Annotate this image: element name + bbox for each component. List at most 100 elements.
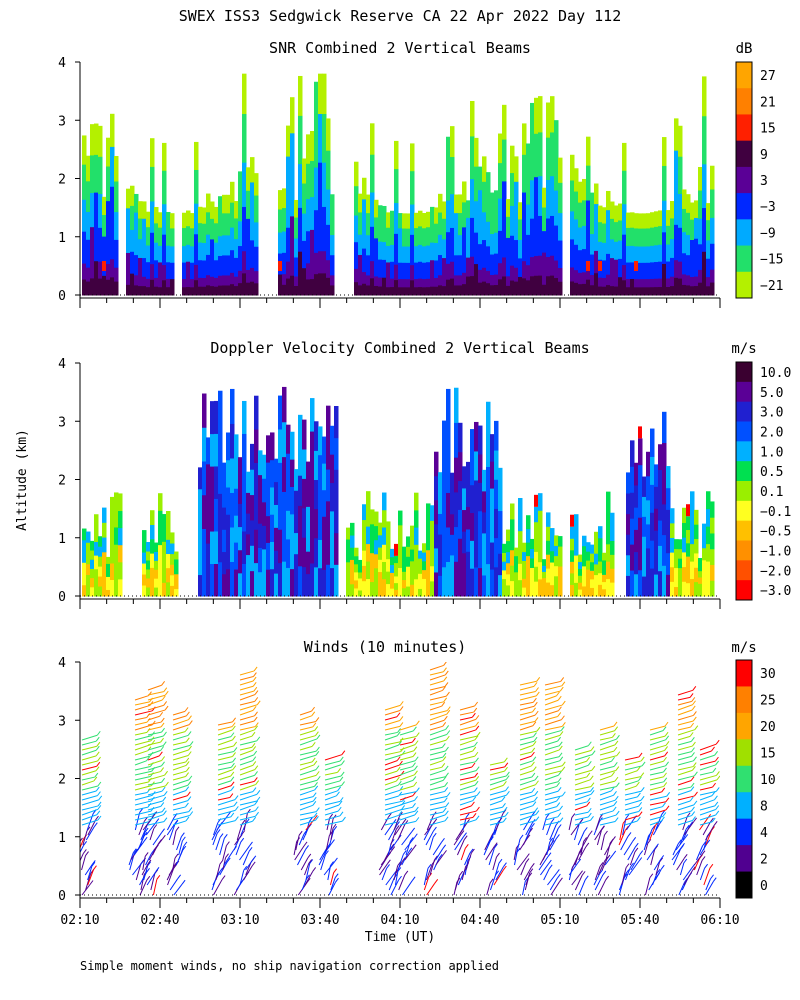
- snr-cell: [454, 274, 459, 286]
- snr-cell: [194, 279, 199, 296]
- wind-barb-flag: [184, 707, 189, 712]
- wind-barb-flag: [496, 852, 500, 858]
- wind-barb-flag: [82, 849, 87, 854]
- doppler-cell: [438, 534, 443, 556]
- wind-barb: [399, 779, 414, 786]
- wind-barb: [429, 760, 444, 766]
- wind-barb-flag: [588, 830, 593, 836]
- doppler-cell: [246, 492, 251, 514]
- snr-cell: [426, 261, 431, 279]
- colorbar-swatch: [736, 114, 752, 142]
- wind-barb-flag: [230, 732, 235, 737]
- snr-cell: [330, 254, 335, 276]
- snr-cell: [354, 241, 359, 269]
- snr-cell: [702, 115, 707, 165]
- wind-barb-flag: [252, 706, 257, 711]
- doppler-cell: [294, 511, 299, 534]
- wind-barb-flag: [397, 728, 401, 733]
- snr-cell: [474, 279, 479, 296]
- doppler-cell: [474, 508, 479, 539]
- doppler-cell: [262, 572, 267, 597]
- wind-barb-flag: [80, 837, 83, 843]
- doppler-cell: [322, 489, 327, 517]
- wind-barb: [677, 766, 694, 771]
- doppler-cell: [402, 587, 407, 597]
- snr-cell: [574, 269, 579, 283]
- snr-cell: [626, 212, 631, 228]
- snr-cell: [282, 284, 287, 296]
- wind-barb: [519, 760, 534, 766]
- doppler-cell: [410, 525, 415, 538]
- doppler-cell: [334, 406, 339, 439]
- wind-barb: [147, 694, 166, 701]
- snr-cell: [410, 170, 415, 205]
- wind-barb: [699, 814, 716, 821]
- wind-barb-flag: [625, 814, 630, 819]
- wind-barb-flag: [689, 732, 694, 737]
- doppler-cell: [86, 531, 91, 543]
- doppler-cell: [650, 456, 655, 485]
- wind-barb: [568, 817, 573, 831]
- wind-barb: [544, 809, 560, 816]
- wind-barb-flag: [556, 691, 560, 697]
- snr-cell: [694, 276, 699, 287]
- snr-cell: [362, 283, 367, 296]
- wind-barb: [703, 867, 711, 886]
- snr-cell: [526, 264, 531, 281]
- wind-barb-flag: [715, 739, 720, 745]
- wind-barb: [429, 680, 444, 686]
- doppler-cell: [634, 484, 639, 508]
- wind-barb: [544, 695, 557, 701]
- snr-cell: [518, 276, 523, 287]
- wind-barb-flag: [692, 685, 697, 691]
- doppler-cell: [110, 562, 115, 580]
- snr-cell: [222, 234, 227, 256]
- wind-barb-flag: [443, 715, 448, 721]
- wind-barb: [239, 685, 254, 691]
- snr-cell: [614, 277, 619, 287]
- x-tick-label: 04:40: [460, 913, 499, 928]
- doppler-cell: [410, 549, 415, 562]
- wind-barb: [546, 822, 552, 836]
- wind-barb-flag: [91, 860, 96, 865]
- wind-barb-flag: [252, 855, 257, 861]
- wind-barb-flag: [401, 805, 406, 810]
- doppler-cell: [102, 551, 107, 568]
- doppler-cell: [82, 573, 87, 586]
- snr-cell: [98, 261, 103, 279]
- wind-barb: [87, 819, 96, 836]
- doppler-cell: [642, 476, 647, 497]
- wind-barb: [699, 821, 713, 826]
- snr-cell: [110, 113, 115, 147]
- snr-cell: [478, 189, 483, 219]
- wind-barb-flag: [229, 793, 234, 798]
- snr-cell: [586, 261, 590, 271]
- doppler-cell: [230, 388, 235, 424]
- snr-cell: [230, 249, 235, 273]
- wind-barb: [150, 873, 156, 891]
- wind-barb: [147, 749, 161, 756]
- wind-barb-flag: [663, 772, 667, 778]
- doppler-cell: [650, 540, 655, 569]
- doppler-cell: [558, 536, 563, 547]
- wind-barb-flag: [534, 775, 539, 781]
- doppler-cell: [666, 531, 671, 554]
- wind-barb-flag: [240, 837, 245, 843]
- snr-cell: [590, 274, 595, 286]
- wind-barb: [519, 791, 532, 796]
- wind-barb: [677, 755, 692, 761]
- wind-barb-flag: [599, 862, 604, 867]
- snr-cell: [238, 270, 243, 284]
- snr-cell: [650, 245, 655, 263]
- wind-barb: [519, 720, 536, 726]
- snr-cell: [434, 277, 439, 287]
- doppler-cell: [574, 514, 579, 529]
- wind-barb-flag: [651, 825, 656, 830]
- wind-barb: [390, 879, 399, 896]
- doppler-cell: [202, 562, 207, 597]
- doppler-panel: Doppler Velocity Combined 2 Vertical Bea…: [58, 339, 791, 609]
- doppler-cell: [326, 500, 331, 534]
- doppler-cell: [382, 544, 387, 563]
- doppler-cell: [158, 527, 163, 546]
- wind-barb-flag: [531, 761, 535, 767]
